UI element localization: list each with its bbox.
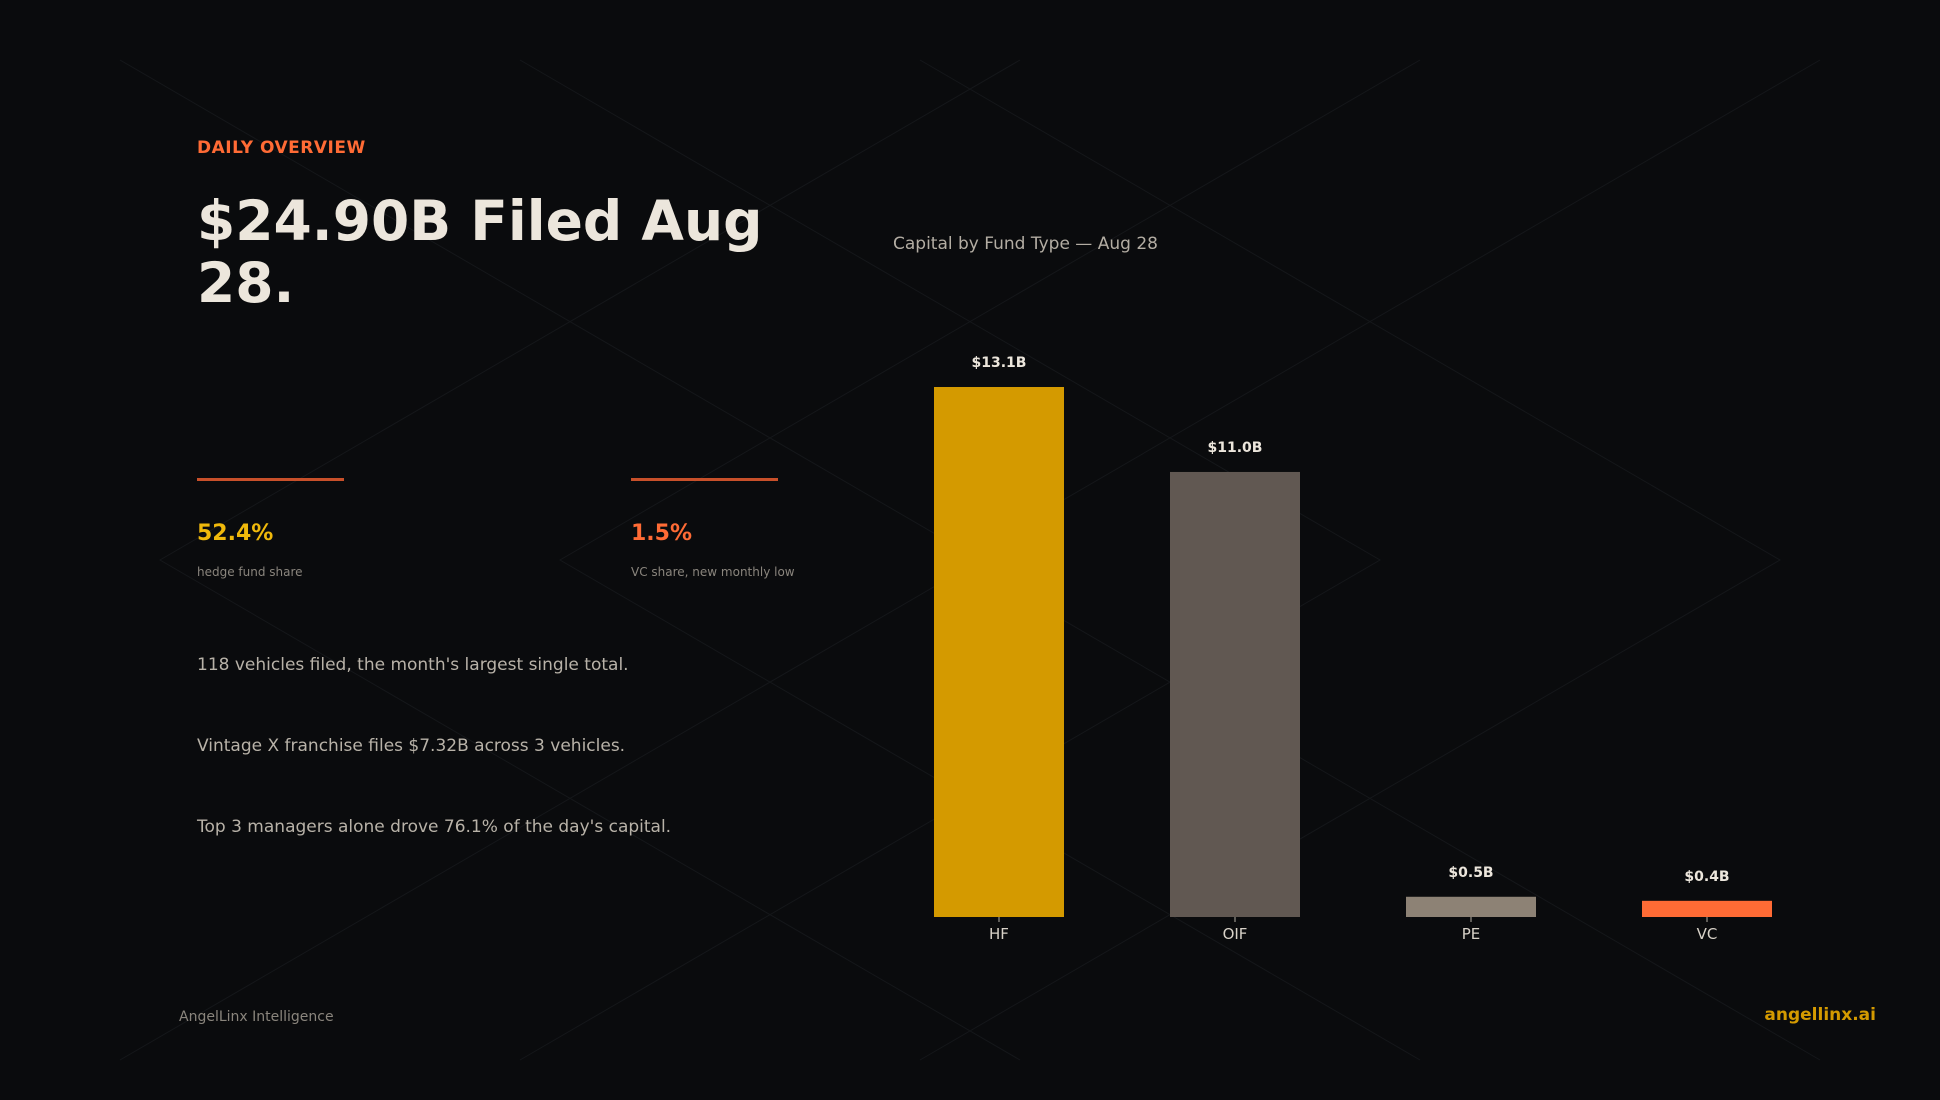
tick-label-vc: VC [1697,925,1718,943]
eyebrow-label: DAILY OVERVIEW [197,138,366,158]
bar-oif [1170,471,1300,917]
stat-value: 1.5% [631,521,693,546]
insight-item: Top 3 managers alone drove 76.1% of the … [197,817,672,837]
stat-divider [631,478,778,481]
bar-vc [1642,900,1772,917]
data-label-pe: $0.5B [1448,865,1493,881]
tick-label-hf: HF [989,925,1009,943]
stat-hedge-fund-share: 52.4% hedge fund share [197,478,344,579]
insight-item: 118 vehicles filed, the month's largest … [197,655,629,675]
stat-label: hedge fund share [197,565,303,579]
data-label-vc: $0.4B [1684,869,1729,885]
headline: $24.90B Filed Aug 28. [197,189,763,315]
footer-site-link[interactable]: angellinx.ai [1764,1005,1876,1025]
bar-chart: $13.1B HF $11.0B OIF $0.5B PE $0.4B VC [934,355,1772,943]
tick-label-pe: PE [1462,925,1481,943]
insight-list: 118 vehicles filed, the month's largest … [197,655,817,898]
stat-vc-share: 1.5% VC share, new monthly low [631,478,795,579]
chart-title: Capital by Fund Type — Aug 28 [893,234,1158,254]
tick-label-oif: OIF [1223,925,1248,943]
stat-divider [197,478,344,481]
footer-brand: AngelLinx Intelligence [179,1009,334,1025]
stat-label: VC share, new monthly low [631,565,795,579]
data-label-oif: $11.0B [1208,440,1263,456]
bar-hf [934,387,1064,917]
bar-pe [1406,896,1536,917]
data-label-hf: $13.1B [972,355,1027,371]
stat-value: 52.4% [197,521,274,546]
insight-item: Vintage X franchise files $7.32B across … [197,736,626,756]
